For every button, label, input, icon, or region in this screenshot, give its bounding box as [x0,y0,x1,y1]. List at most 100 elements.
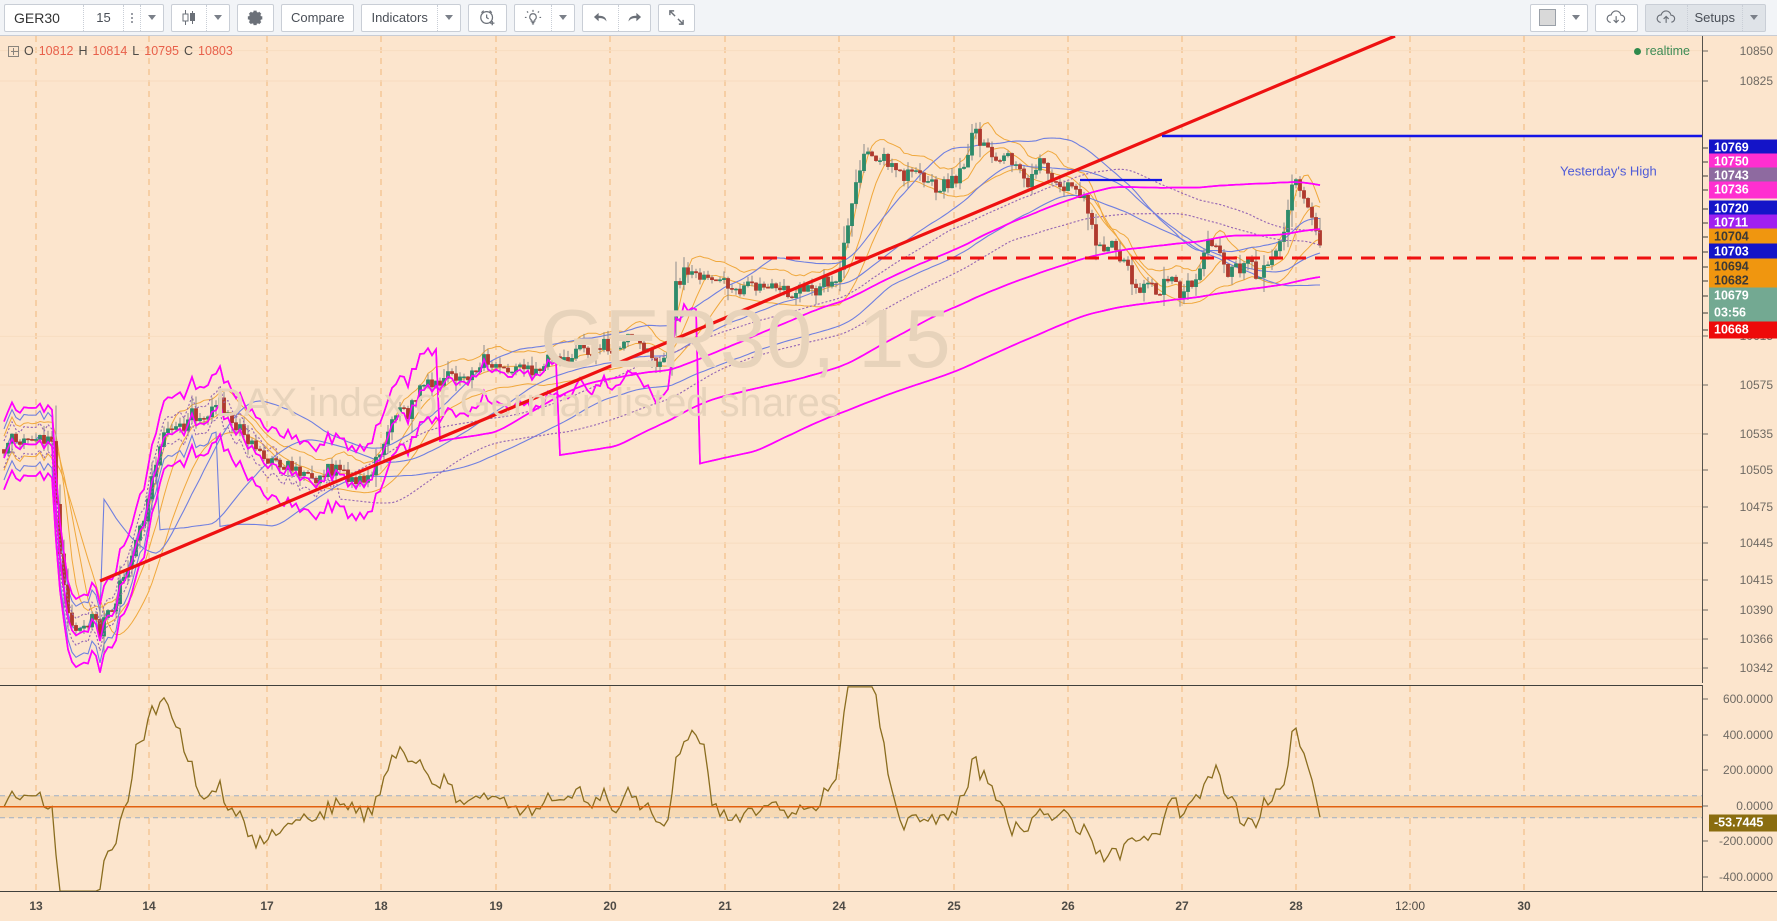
candlestick-icon[interactable] [172,5,206,31]
price-marker-label[interactable]: 10682 [1709,272,1777,290]
layout-group [1529,3,1588,32]
time-scale[interactable]: 13 14 17 18 19 20 21 24 25 26 27 28 12:00 30 [0,891,1777,921]
price-marker-label[interactable]: 10668 [1709,321,1777,339]
time-tick-label: 25 [947,899,961,913]
price-tick-mark [1703,208,1708,210]
price-marker-label[interactable]: 10703 [1709,243,1777,261]
price-tick-mark [1703,329,1708,331]
gear-icon[interactable] [238,5,273,31]
interval-field[interactable]: 15 [83,4,123,31]
alarm-add-icon[interactable] [469,5,506,31]
price-tick-mark [1703,161,1708,163]
price-plot[interactable] [0,36,1702,683]
time-tick-label: 28 [1289,899,1303,913]
price-tick-mark [1703,280,1708,282]
ohlc-high-label: H [78,44,88,58]
realtime-label: realtime [1645,44,1690,58]
indicators-group: Indicators [361,3,461,32]
indicators-button[interactable]: Indicators [371,10,428,25]
price-tick-mark [1703,433,1708,435]
time-tick-label: 18 [374,899,388,913]
price-marker-label[interactable]: 10720 [1709,200,1777,218]
price-tick-label: 10535 [1739,426,1773,441]
price-tick-label: 10415 [1739,572,1773,587]
main-toolbar: GER30 15 Compare Indicators [0,0,1777,36]
compare-button[interactable]: Compare [291,10,345,25]
indicator-tick-label: 600.0000 [1722,692,1773,707]
ohlc-open-label: O [24,44,34,58]
indicator-tick-mark [1703,876,1708,878]
cloud-download-icon[interactable] [1596,5,1637,31]
chevron-down-icon[interactable] [1742,4,1765,31]
expand-icon[interactable] [659,5,694,31]
chevron-down-icon[interactable] [206,4,229,31]
price-scale[interactable]: 1085010825106151057510535105051047510445… [1702,36,1777,683]
indicator-current-value[interactable]: -53.7445 [1709,814,1777,832]
price-marker-label[interactable]: 10736 [1709,181,1777,199]
ohlc-low-label: L [132,44,140,58]
layout-swatch-icon[interactable] [1531,5,1564,31]
undo-arrow-icon[interactable] [583,5,618,31]
price-tick-mark [1703,667,1708,669]
symbol-interval-group: GER30 15 [4,3,164,32]
setups-button[interactable]: Setups [1686,4,1742,31]
price-marker-label[interactable]: 10704 [1709,228,1777,246]
fullscreen-group [657,3,695,32]
price-tick-label: 10505 [1739,463,1773,478]
price-tick-mark [1703,189,1708,191]
time-tick-label: 12:00 [1394,899,1426,913]
chevron-down-icon[interactable] [1563,4,1587,31]
ohlc-legend: O 10812 H 10814 L 10795 C 10803 [8,44,233,58]
indicator-scale[interactable]: 600.0000 400.0000 200.0000 0.0000 -200.0000 -… [1702,685,1777,891]
price-tick-mark [1703,236,1708,238]
price-tick-label: 10575 [1739,378,1773,393]
indicator-tick-label: 0.0000 [1736,798,1773,813]
idea-group [513,3,575,32]
price-tick-mark [1703,147,1708,149]
price-tick-mark [1703,384,1708,386]
lightbulb-icon[interactable] [515,5,551,31]
chevron-down-icon[interactable] [436,4,460,31]
price-tick-mark [1703,266,1708,268]
indicator-tick-mark [1703,698,1708,700]
chart-area[interactable]: GER30, 15 DAX index of German listed sha… [0,36,1777,921]
vertical-dots-icon[interactable] [123,4,140,31]
indicator-tick-label: -200.0000 [1718,834,1773,849]
price-tick-mark [1703,312,1708,314]
price-tick-mark [1703,579,1708,581]
price-tick-label: 10475 [1739,499,1773,514]
price-marker-label[interactable]: 10711 [1709,214,1777,232]
price-tick-label: 10342 [1739,661,1773,676]
chevron-down-icon[interactable] [140,4,163,31]
price-marker-label[interactable]: 10743 [1709,167,1777,185]
price-tick-mark [1703,542,1708,544]
settings-group [237,3,274,32]
cloud-upload-icon[interactable] [1646,5,1687,31]
price-tick-mark [1703,506,1708,508]
price-marker-label[interactable]: 10769 [1709,139,1777,157]
expand-plus-icon[interactable] [8,45,19,57]
redo-arrow-icon[interactable] [617,4,650,31]
price-tick-mark [1703,469,1708,471]
time-tick-label: 13 [29,899,43,913]
ohlc-open-value: 10812 [38,44,74,58]
price-marker-label[interactable]: 10750 [1709,153,1777,171]
symbol-field[interactable]: GER30 [14,9,60,26]
indicator-plot[interactable] [0,686,1702,891]
price-marker-label[interactable]: 03:56 [1709,304,1777,322]
chevron-down-icon[interactable] [550,4,574,31]
indicator-tick-mark [1703,769,1708,771]
price-tick-mark [1703,175,1708,177]
price-tick-label: 10850 [1739,43,1773,58]
price-tick-label: 10445 [1739,536,1773,551]
price-tick-mark [1703,638,1708,640]
chart-type-group [171,3,230,32]
price-pane[interactable]: GER30, 15 DAX index of German listed sha… [0,36,1702,683]
price-marker-label[interactable]: 10679 [1709,287,1777,305]
compare-group: Compare [281,3,355,32]
ohlc-close-value: 10803 [198,44,233,58]
indicator-pane[interactable] [0,685,1702,891]
price-marker-label[interactable]: 10694 [1709,258,1777,276]
price-tick-mark [1703,222,1708,224]
time-tick-label: 26 [1061,899,1075,913]
